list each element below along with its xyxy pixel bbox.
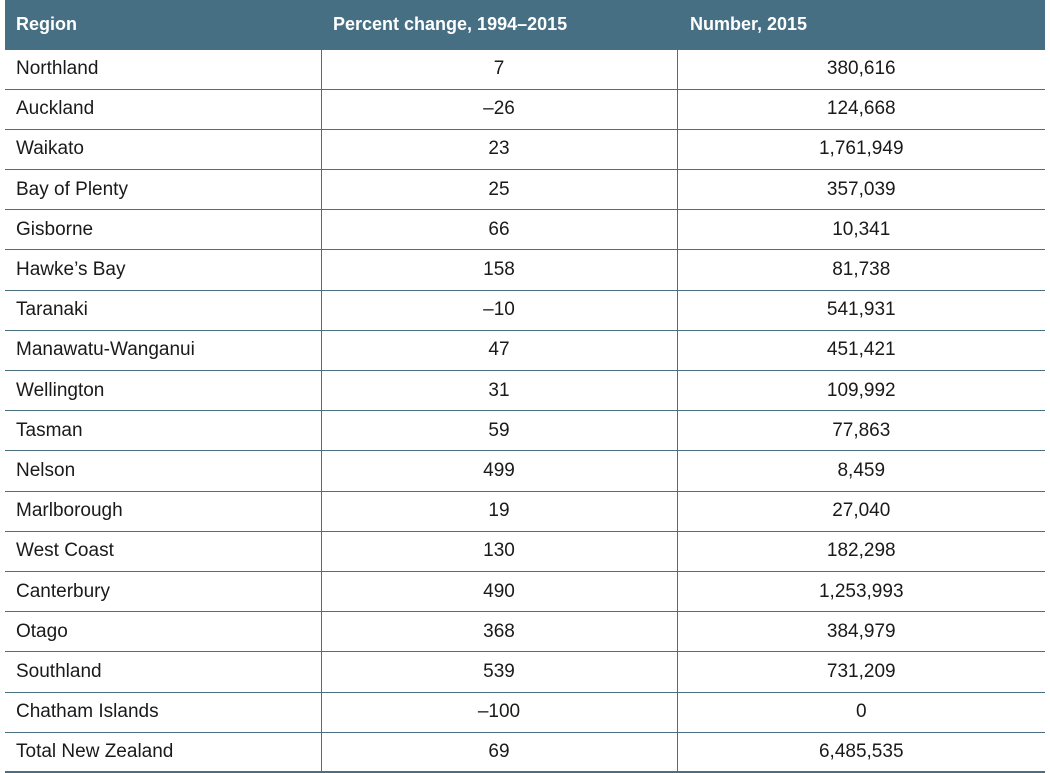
number-cell: 77,863	[676, 410, 1045, 452]
region-cell: Bay of Plenty	[5, 169, 321, 211]
region-cell: Tasman	[5, 410, 321, 452]
number-cell: 0	[676, 692, 1045, 733]
number-cell: 451,421	[676, 330, 1045, 372]
percent-change-cell: 59	[320, 410, 677, 452]
number-cell: 541,931	[676, 290, 1045, 331]
number-cell: 81,738	[676, 249, 1045, 291]
percent-change-cell: 368	[320, 611, 677, 653]
table-row: Otago 368 384,979	[5, 611, 1045, 653]
region-cell: Hawke’s Bay	[5, 249, 321, 291]
percent-change-cell: 66	[320, 209, 677, 251]
percent-change-cell: 499	[320, 450, 677, 492]
percent-change-cell: 25	[320, 169, 677, 211]
table-header: Region Percent change, 1994–2015 Number,…	[5, 0, 1045, 50]
region-cell: Marlborough	[5, 491, 321, 532]
region-data-table: Region Percent change, 1994–2015 Number,…	[5, 0, 1045, 773]
region-cell: Gisborne	[5, 209, 321, 251]
number-cell: 380,616	[676, 49, 1045, 90]
table-row: Auckland –26 124,668	[5, 89, 1045, 130]
number-cell: 124,668	[676, 89, 1045, 130]
percent-change-cell: 23	[320, 129, 677, 171]
column-header-region: Region	[5, 0, 321, 50]
percent-change-cell: 130	[320, 531, 677, 572]
region-cell: West Coast	[5, 531, 321, 572]
table-row: Hawke’s Bay 158 81,738	[5, 249, 1045, 291]
region-cell: Waikato	[5, 129, 321, 171]
number-cell: 109,992	[676, 370, 1045, 412]
table-row: Marlborough 19 27,040	[5, 491, 1045, 532]
table-row: Nelson 499 8,459	[5, 450, 1045, 492]
table-row: Manawatu-Wanganui 47 451,421	[5, 330, 1045, 372]
region-cell: Nelson	[5, 450, 321, 492]
table-row: Waikato 23 1,761,949	[5, 129, 1045, 171]
percent-change-cell: 69	[320, 732, 677, 773]
percent-change-cell: 7	[320, 49, 677, 90]
percent-change-cell: 539	[320, 651, 677, 693]
percent-change-cell: –10	[320, 290, 677, 331]
percent-change-cell: –26	[320, 89, 677, 130]
column-header-number: Number, 2015	[677, 0, 1045, 50]
region-cell: Wellington	[5, 370, 321, 412]
percent-change-cell: 47	[320, 330, 677, 372]
table-row: Gisborne 66 10,341	[5, 209, 1045, 251]
region-cell: Canterbury	[5, 571, 321, 613]
percent-change-cell: 490	[320, 571, 677, 613]
region-cell: Chatham Islands	[5, 692, 321, 733]
region-cell: Total New Zealand	[5, 732, 321, 773]
percent-change-cell: –100	[320, 692, 677, 733]
table-row: Canterbury 490 1,253,993	[5, 571, 1045, 613]
number-cell: 8,459	[676, 450, 1045, 492]
table-row: Total New Zealand 69 6,485,535	[5, 732, 1045, 773]
table-row: Chatham Islands –100 0	[5, 692, 1045, 733]
table-row: Taranaki –10 541,931	[5, 290, 1045, 331]
percent-change-cell: 31	[320, 370, 677, 412]
table-row: Tasman 59 77,863	[5, 410, 1045, 452]
number-cell: 384,979	[676, 611, 1045, 653]
column-header-percent-change: Percent change, 1994–2015	[321, 0, 677, 50]
header-row: Region Percent change, 1994–2015 Number,…	[5, 0, 1045, 50]
table-row: Bay of Plenty 25 357,039	[5, 169, 1045, 211]
data-table-container: Region Percent change, 1994–2015 Number,…	[5, 0, 1045, 773]
number-cell: 182,298	[676, 531, 1045, 572]
number-cell: 10,341	[676, 209, 1045, 251]
table-row: Wellington 31 109,992	[5, 370, 1045, 412]
region-cell: Auckland	[5, 89, 321, 130]
table-row: West Coast 130 182,298	[5, 531, 1045, 572]
table-row: Southland 539 731,209	[5, 651, 1045, 693]
number-cell: 1,253,993	[676, 571, 1045, 613]
region-cell: Manawatu-Wanganui	[5, 330, 321, 372]
region-cell: Southland	[5, 651, 321, 693]
table-body: Northland 7 380,616 Auckland –26 124,668 Waika…	[5, 49, 1045, 773]
region-cell: Northland	[5, 49, 321, 90]
number-cell: 27,040	[676, 491, 1045, 532]
region-cell: Taranaki	[5, 290, 321, 331]
percent-change-cell: 158	[320, 249, 677, 291]
number-cell: 731,209	[676, 651, 1045, 693]
number-cell: 6,485,535	[676, 732, 1045, 773]
number-cell: 1,761,949	[676, 129, 1045, 171]
percent-change-cell: 19	[320, 491, 677, 532]
number-cell: 357,039	[676, 169, 1045, 211]
table-row: Northland 7 380,616	[5, 49, 1045, 90]
region-cell: Otago	[5, 611, 321, 653]
